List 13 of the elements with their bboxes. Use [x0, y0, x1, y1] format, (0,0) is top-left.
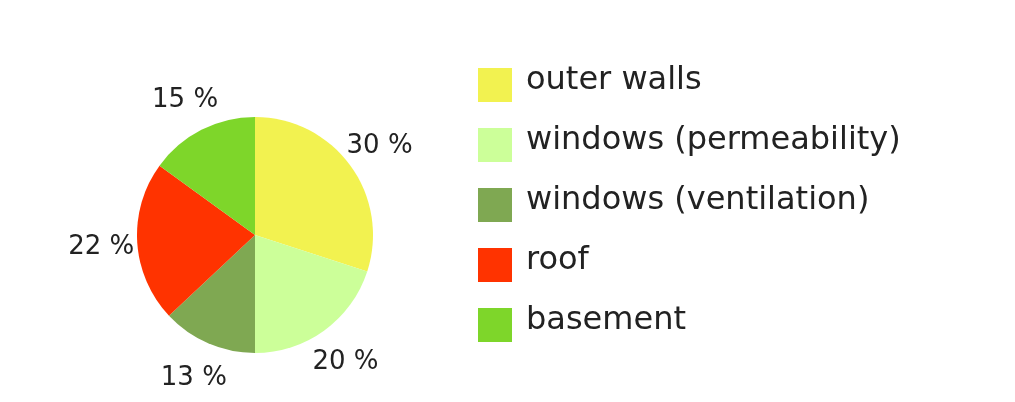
pie-slice — [159, 117, 255, 235]
data-label: 30 % — [346, 129, 413, 160]
pie-slice — [137, 165, 255, 316]
legend-label: windows (ventilation) — [526, 179, 870, 217]
data-label: 20 % — [312, 344, 379, 375]
legend-label: windows (permeability) — [526, 119, 901, 157]
data-label: 13 % — [160, 361, 227, 392]
data-label: 15 % — [152, 82, 219, 113]
data-label: 22 % — [68, 229, 135, 260]
legend-label: basement — [526, 299, 686, 337]
pie-slice — [168, 235, 255, 353]
legend-label: roof — [526, 239, 589, 277]
legend-label: outer walls — [526, 59, 702, 97]
